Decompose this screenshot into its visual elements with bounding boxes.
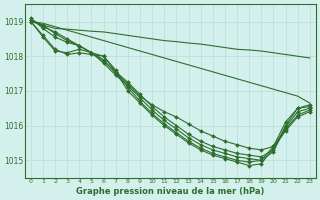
X-axis label: Graphe pression niveau de la mer (hPa): Graphe pression niveau de la mer (hPa) <box>76 187 265 196</box>
